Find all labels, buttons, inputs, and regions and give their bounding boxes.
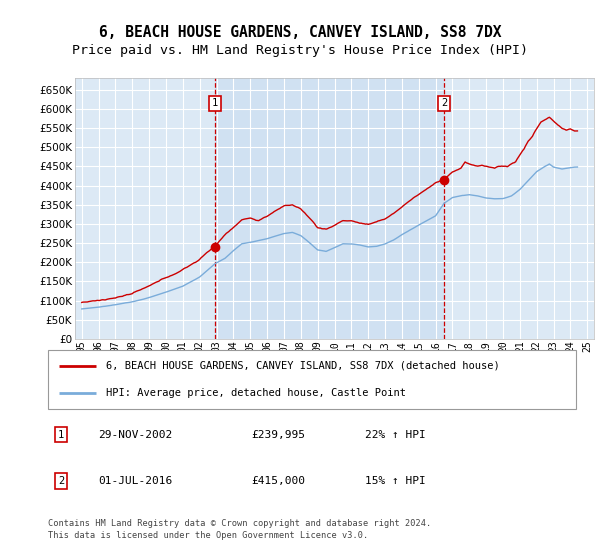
Text: 01-JUL-2016: 01-JUL-2016	[98, 476, 172, 486]
FancyBboxPatch shape	[48, 350, 576, 409]
Text: HPI: Average price, detached house, Castle Point: HPI: Average price, detached house, Cast…	[106, 388, 406, 398]
Text: £239,995: £239,995	[251, 430, 305, 440]
Text: Price paid vs. HM Land Registry's House Price Index (HPI): Price paid vs. HM Land Registry's House …	[72, 44, 528, 57]
Text: 15% ↑ HPI: 15% ↑ HPI	[365, 476, 425, 486]
Text: 1: 1	[58, 430, 64, 440]
Text: 29-NOV-2002: 29-NOV-2002	[98, 430, 172, 440]
Text: 2: 2	[441, 98, 447, 108]
Text: 6, BEACH HOUSE GARDENS, CANVEY ISLAND, SS8 7DX (detached house): 6, BEACH HOUSE GARDENS, CANVEY ISLAND, S…	[106, 361, 500, 371]
Bar	[215, 78, 444, 339]
Text: £415,000: £415,000	[251, 476, 305, 486]
Text: 6, BEACH HOUSE GARDENS, CANVEY ISLAND, SS8 7DX: 6, BEACH HOUSE GARDENS, CANVEY ISLAND, S…	[99, 25, 501, 40]
Text: Contains HM Land Registry data © Crown copyright and database right 2024.
This d: Contains HM Land Registry data © Crown c…	[48, 519, 431, 540]
Text: 2: 2	[58, 476, 64, 486]
Text: 1: 1	[212, 98, 218, 108]
Text: 22% ↑ HPI: 22% ↑ HPI	[365, 430, 425, 440]
